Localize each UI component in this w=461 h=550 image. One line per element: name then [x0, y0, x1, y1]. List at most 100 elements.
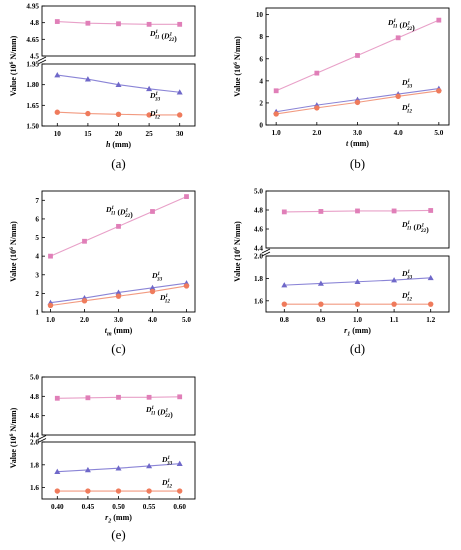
panel-letter: (c): [111, 341, 125, 356]
axis-break-mark: [37, 438, 47, 443]
y-tick-label: 4.5: [30, 53, 39, 61]
y-tick-label: 8: [259, 33, 263, 41]
data-point-d12: [177, 112, 183, 118]
data-point-d33: [176, 89, 183, 95]
panel-b: 0 2 4 6 8 10 1.0 2.0 3.0 4.0 5.0 t (mm) Value (106 N…: [233, 7, 450, 171]
data-point-d11: [318, 209, 324, 214]
x-tick-label: 5.0: [182, 316, 191, 324]
data-point-d12: [354, 99, 361, 106]
data-point-d11: [177, 21, 183, 27]
y-axis-title: Value (106 N/mm): [9, 221, 18, 282]
panel-letter: (d): [350, 341, 365, 356]
series-label-d33: D1 33: [149, 91, 161, 103]
data-point-d33: [146, 85, 153, 92]
y-tick-label: 4: [259, 77, 263, 85]
x-tick-label: 2.0: [80, 316, 89, 324]
axis-break-mark: [37, 435, 47, 440]
x-tick-label: 15: [84, 130, 92, 138]
y-tick-label: 1.6: [30, 484, 39, 492]
data-point-d12: [115, 111, 122, 117]
series-label-d12: D1 12: [401, 103, 412, 115]
y-tick-label: 4.4: [254, 245, 263, 253]
series-label-d12: D1 12: [401, 291, 412, 303]
data-point-d33: [84, 76, 91, 82]
y-tick-label: 1.8: [254, 275, 263, 283]
data-point-d11: [177, 394, 183, 400]
y-tick-label: 4.8: [30, 19, 39, 27]
data-point-d33: [391, 277, 398, 283]
series-label-d33: D1 33: [401, 269, 413, 281]
data-point-d11: [116, 21, 121, 27]
data-point-d11: [355, 208, 360, 214]
x-tick-label: 3.0: [353, 129, 362, 137]
panel-e: 4.4 4.6 4.8 5.0 1.6 1.8 2.0 0.40 0.45 0.50 0.55 0.6…: [9, 374, 196, 542]
x-tick-label: 1.0: [353, 316, 362, 324]
x-tick-label: 25: [146, 130, 154, 138]
y-tick-label: 1.80: [26, 81, 39, 89]
axis-break-mark: [261, 248, 271, 254]
x-tick-label: 5.0: [434, 129, 443, 137]
y-tick-label: 0: [259, 122, 263, 130]
y-tick-label: 6: [35, 215, 39, 223]
x-axis-title: tm (mm): [105, 326, 133, 338]
y-tick-label: 4.65: [26, 36, 39, 44]
y-tick-label: 4.8: [30, 393, 39, 401]
series-label-d33: D1 33: [161, 455, 173, 467]
axis-break-mark: [37, 56, 47, 62]
data-point-d11: [54, 395, 60, 401]
y-tick-label: 4.6: [254, 226, 263, 234]
x-tick-label: 0.40: [51, 503, 64, 511]
panel-c: 1 2 3 4 5 6 7 1.0 2.0 3.0 4.0 5.0 tm (mm) Value (106 …: [9, 190, 196, 356]
data-point-d11: [281, 209, 287, 215]
data-point-d11: [428, 208, 434, 213]
data-point-d12: [85, 110, 91, 117]
y-tick-label: 4.6: [30, 412, 39, 420]
data-point-d12: [85, 488, 91, 494]
data-point-d11: [273, 88, 279, 94]
x-tick-label: 1.1: [390, 316, 399, 324]
y-tick-label: 2.0: [254, 253, 263, 261]
x-tick-label: 2.0: [312, 129, 321, 137]
x-axis-title: r1 (mm): [344, 326, 371, 338]
y-tick-label: 5.0: [30, 374, 39, 382]
axis-break-mark: [37, 59, 47, 65]
series-label-d11: D1 11 (D1 22): [401, 220, 429, 234]
data-point-d12: [273, 111, 279, 117]
y-tick-label: 4: [35, 253, 39, 261]
data-point-d12: [183, 283, 190, 289]
data-point-d11: [146, 21, 152, 27]
data-point-d12: [314, 105, 320, 111]
panel-letter: (e): [111, 527, 125, 542]
data-point-d33: [84, 466, 91, 473]
x-tick-label: 10: [54, 130, 62, 138]
y-axis-title: Value (106 N/mm): [9, 35, 18, 96]
data-point-d33: [176, 460, 183, 466]
y-tick-label: 1.8: [30, 461, 39, 469]
x-tick-label: 0.9: [316, 316, 325, 324]
y-tick-label: 4.8: [254, 207, 263, 215]
y-tick-label: 7: [35, 197, 39, 205]
x-tick-label: 0.50: [112, 503, 125, 511]
data-point-d12: [436, 88, 442, 94]
data-point-d12: [428, 301, 434, 307]
x-tick-label: 20: [115, 130, 123, 138]
data-point-d11: [184, 194, 189, 199]
data-point-d33: [54, 72, 61, 78]
y-axis-title: Value (106 N/mm): [9, 407, 18, 468]
y-tick-label: 10: [256, 11, 264, 19]
plot-frame-upper: [41, 5, 196, 57]
x-tick-label: 3.0: [114, 316, 123, 324]
data-point-d12: [354, 301, 361, 307]
y-tick-label: 2: [35, 290, 39, 298]
series-label-d33: D1 33: [151, 271, 163, 283]
data-point-d12: [391, 301, 397, 307]
data-point-d12: [395, 93, 401, 100]
data-point-d11: [436, 17, 442, 23]
data-point-d11: [116, 394, 121, 400]
series-label-d11: D1 11 (D1 22): [149, 29, 177, 43]
series-label-d12: D1 12: [161, 478, 172, 490]
x-tick-label: 0.8: [280, 316, 289, 324]
data-point-d12: [281, 301, 287, 307]
data-point-d11: [85, 20, 91, 26]
y-tick-label: 1.65: [26, 102, 39, 110]
